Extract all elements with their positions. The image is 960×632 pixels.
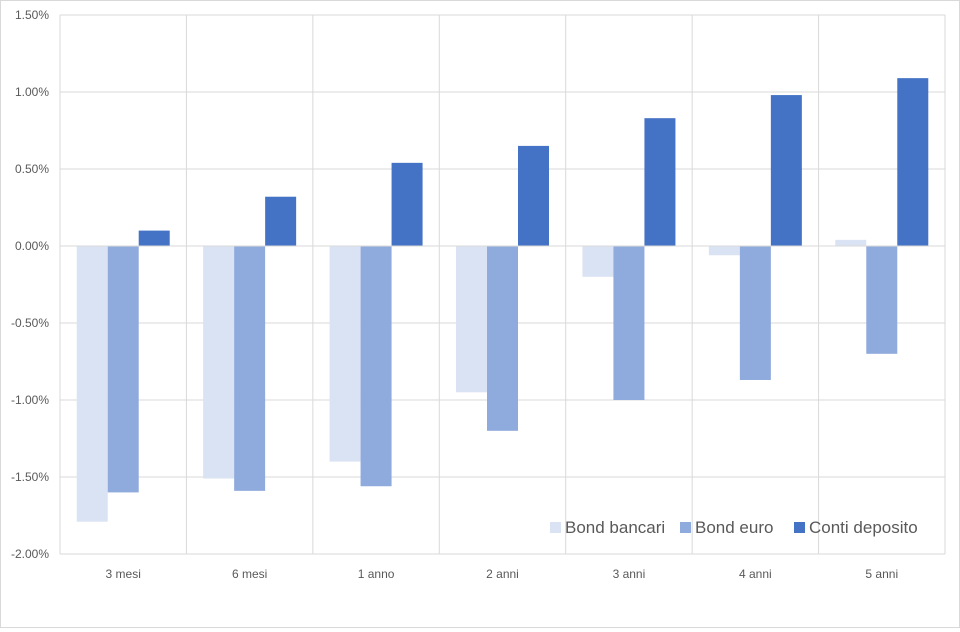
bar-conti-deposito (138, 230, 170, 246)
bar-bond-bancari (835, 239, 867, 246)
bar-bond-bancari (582, 246, 614, 277)
legend-swatch (550, 522, 561, 533)
y-tick-label: 1.00% (15, 85, 49, 99)
bar-bond-euro (613, 246, 645, 400)
y-tick-label: -2.00% (11, 547, 49, 561)
legend-label: Bond euro (695, 518, 773, 537)
axes: 1.50% 1.00% 0.50% 0.00% -0.50% -1.00% -1.50% -2… (11, 8, 945, 581)
bar-bond-euro (866, 246, 898, 354)
y-tick-label: 0.50% (15, 162, 49, 176)
bar-bond-euro (107, 246, 139, 493)
x-tick-label: 5 anni (865, 567, 898, 581)
x-tick-label: 4 anni (739, 567, 772, 581)
bar-bond-euro (360, 246, 392, 487)
bar-conti-deposito (391, 162, 423, 246)
bar-conti-deposito (518, 145, 549, 246)
bar-conti-deposito (644, 118, 676, 246)
bar-bond-bancari (329, 246, 361, 462)
bar-bond-bancari (708, 246, 740, 256)
y-tick-label: -1.50% (11, 470, 49, 484)
bar-conti-deposito (770, 95, 802, 246)
x-tick-label: 3 mesi (106, 567, 141, 581)
bar-bond-bancari (456, 246, 487, 393)
bar-bond-bancari (76, 246, 108, 522)
x-tick-label: 3 anni (613, 567, 646, 581)
bar-bond-bancari (203, 246, 235, 479)
y-tick-label: -0.50% (11, 316, 49, 330)
legend-swatch (794, 522, 805, 533)
y-tick-label: -1.00% (11, 393, 49, 407)
x-tick-label: 1 anno (358, 567, 395, 581)
y-tick-label: 1.50% (15, 8, 49, 22)
bar-bond-euro (739, 246, 771, 380)
legend-label: Conti deposito (809, 518, 918, 537)
legend-label: Bond bancari (565, 518, 665, 537)
bar-conti-deposito (265, 196, 297, 246)
legend-swatch (680, 522, 691, 533)
bar-bond-euro (234, 246, 266, 491)
x-tick-label: 6 mesi (232, 567, 267, 581)
bars (76, 78, 929, 522)
y-tick-label: 0.00% (15, 239, 49, 253)
bar-conti-deposito (897, 78, 929, 246)
bar-bond-euro (487, 246, 518, 431)
x-tick-label: 2 anni (486, 567, 519, 581)
legend: Bond bancari Bond euro Conti deposito (550, 518, 918, 537)
